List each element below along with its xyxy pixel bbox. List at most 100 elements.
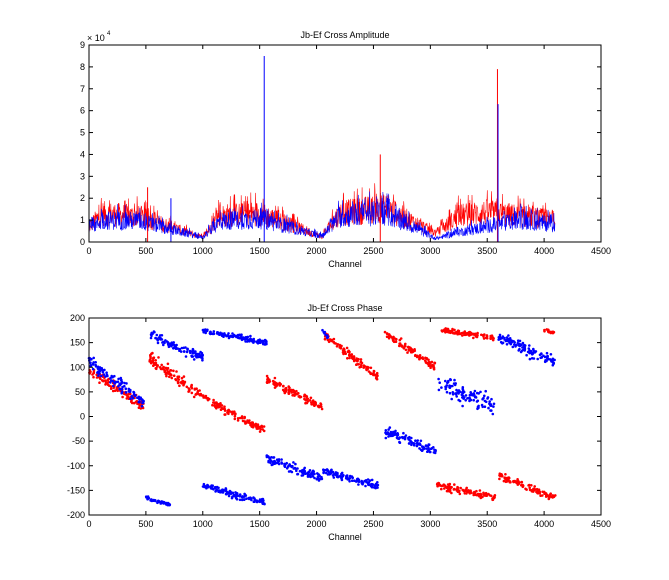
phase-point xyxy=(250,498,253,502)
phase-point xyxy=(516,480,520,483)
phase-point xyxy=(290,470,294,474)
phase-point xyxy=(261,339,265,343)
phase-point xyxy=(303,397,306,401)
phase-point xyxy=(255,500,259,504)
phase-point xyxy=(260,424,264,428)
phase-point xyxy=(310,401,313,404)
phase-point xyxy=(400,345,404,348)
phase-point xyxy=(550,360,553,363)
phase-point xyxy=(135,400,138,403)
phase-point xyxy=(331,470,335,474)
phase-point xyxy=(109,385,113,388)
phase-point xyxy=(185,350,189,354)
amplitude-y-tick-label: 5 xyxy=(80,128,85,138)
phase-point xyxy=(103,368,106,372)
phase-point xyxy=(464,333,468,337)
phase-point xyxy=(404,348,408,352)
phase-point xyxy=(242,498,246,502)
phase-point xyxy=(273,376,277,380)
phase-point xyxy=(311,475,315,478)
phase-point xyxy=(174,378,177,381)
phase-point xyxy=(201,353,204,357)
phase-point xyxy=(352,359,356,363)
phase-point xyxy=(156,365,159,368)
phase-point xyxy=(520,349,524,353)
phase-point xyxy=(112,384,115,388)
phase-point xyxy=(140,404,144,408)
phase-y-tick-label: -50 xyxy=(72,436,85,446)
phase-point xyxy=(528,486,531,490)
phase-point xyxy=(370,372,373,376)
phase-point xyxy=(274,462,277,465)
phase-point xyxy=(315,477,319,481)
phase-point xyxy=(463,492,467,495)
phase-point xyxy=(290,465,294,469)
phase-point xyxy=(233,410,236,414)
phase-point xyxy=(500,473,503,476)
phase-point xyxy=(350,479,354,483)
phase-point xyxy=(213,402,217,405)
phase-point xyxy=(448,391,452,395)
phase-point xyxy=(157,500,161,503)
phase-point xyxy=(331,474,335,477)
phase-point xyxy=(171,342,174,346)
phase-point xyxy=(172,369,175,373)
phase-point xyxy=(528,351,531,355)
phase-point xyxy=(248,419,251,422)
phase-point xyxy=(548,496,551,499)
phase-point xyxy=(227,408,230,412)
phase-point xyxy=(523,343,526,347)
phase-point xyxy=(289,389,293,393)
phase-point xyxy=(237,336,240,339)
phase-point xyxy=(448,485,451,488)
phase-point xyxy=(528,349,531,352)
phase-point xyxy=(187,387,190,390)
phase-point xyxy=(524,487,527,491)
phase-point xyxy=(516,478,519,481)
phase-point xyxy=(166,370,170,373)
phase-point xyxy=(238,495,242,498)
phase-point xyxy=(511,345,515,349)
phase-point xyxy=(98,381,101,385)
phase-point xyxy=(116,380,120,384)
phase-y-tick-label: -200 xyxy=(67,510,85,520)
phase-point xyxy=(469,393,473,397)
phase-point xyxy=(536,357,539,361)
phase-point xyxy=(401,436,405,439)
phase-point xyxy=(468,491,471,494)
phase-point xyxy=(283,462,286,466)
phase-point xyxy=(206,396,210,400)
phase-point xyxy=(418,356,421,360)
phase-point xyxy=(360,480,364,484)
phase-point xyxy=(198,389,201,392)
amplitude-y-exponent: 4 xyxy=(107,31,111,37)
phase-point xyxy=(464,399,468,402)
phase-point xyxy=(303,469,307,473)
phase-point xyxy=(239,336,243,340)
phase-point xyxy=(206,485,210,489)
phase-point xyxy=(224,334,227,337)
phase-point xyxy=(351,357,355,361)
phase-point xyxy=(530,490,534,493)
phase-data xyxy=(87,327,557,507)
phase-point xyxy=(452,487,456,491)
phase-point xyxy=(445,390,449,394)
phase-point xyxy=(202,394,205,397)
phase-point xyxy=(129,397,132,401)
phase-point xyxy=(94,365,98,368)
phase-point xyxy=(150,334,153,338)
phase-point xyxy=(120,387,124,391)
phase-point xyxy=(184,346,187,349)
phase-point xyxy=(291,394,294,397)
phase-point xyxy=(537,488,541,492)
phase-point xyxy=(464,394,468,397)
phase-point xyxy=(498,336,501,340)
phase-point xyxy=(554,494,557,497)
phase-point xyxy=(227,492,231,495)
phase-point xyxy=(296,472,300,476)
phase-point xyxy=(102,379,105,383)
phase-point xyxy=(224,488,228,491)
phase-point xyxy=(446,381,449,385)
phase-point xyxy=(372,373,375,377)
phase-point xyxy=(133,401,136,405)
